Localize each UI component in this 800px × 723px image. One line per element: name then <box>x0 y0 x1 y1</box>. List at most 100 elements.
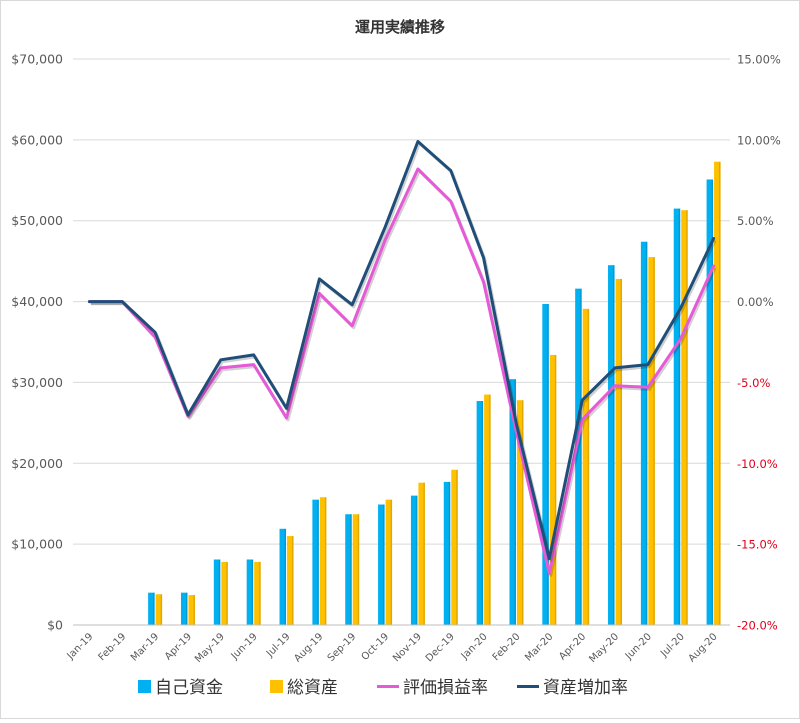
bar <box>673 208 681 626</box>
bar-shade <box>218 559 221 625</box>
bar-shade <box>390 499 393 625</box>
bar <box>516 400 524 625</box>
bar <box>213 559 221 625</box>
bar <box>509 379 516 625</box>
bar-shade <box>251 559 254 625</box>
bar-shade <box>719 161 721 625</box>
right-axis-tick-label: 15.00% <box>737 53 781 67</box>
bar <box>549 354 557 625</box>
bar <box>681 210 688 625</box>
bar-shade <box>653 257 655 625</box>
bar <box>148 592 155 625</box>
bar <box>352 514 360 625</box>
bar <box>319 497 327 625</box>
bar-shade <box>587 308 590 625</box>
bar-shade <box>193 595 195 625</box>
right-axis-tick-label: 0.00% <box>737 295 774 309</box>
bar-shade <box>448 481 451 625</box>
bar <box>648 257 655 625</box>
right-axis-tick-label: 5.00% <box>737 214 774 228</box>
bar-shade <box>678 208 681 626</box>
bar <box>451 469 458 625</box>
right-axis-tick-label: -20.0% <box>737 619 778 633</box>
left-axis-tick-label: $60,000 <box>11 132 63 147</box>
left-axis-tick-label: $20,000 <box>11 456 63 471</box>
bar-shade <box>226 561 228 625</box>
left-axis-tick-label: $70,000 <box>11 52 63 67</box>
bar <box>410 495 418 625</box>
legend-swatch <box>138 680 151 693</box>
bar <box>279 528 287 625</box>
legend: 自己資金 総資産 評価損益率 資産増加率 <box>138 678 628 698</box>
bar-shade <box>580 288 582 625</box>
bar <box>608 265 615 625</box>
left-axis-tick-label: $0 <box>47 618 63 633</box>
series-line-shadow <box>90 142 717 563</box>
bar <box>476 401 484 625</box>
left-axis-tick-label: $30,000 <box>11 375 63 390</box>
bar-shade <box>686 210 688 625</box>
lines <box>87 140 717 577</box>
left-axis-tick-label: $40,000 <box>11 294 63 309</box>
right-axis-tick-label: -5.0% <box>737 376 770 390</box>
left-axis-tick-label: $10,000 <box>11 537 63 552</box>
bar-shade <box>514 379 516 625</box>
bar-shade <box>185 592 188 625</box>
bar-shade <box>620 278 623 625</box>
series-line-shadow <box>90 169 717 577</box>
legend-swatch <box>270 680 283 693</box>
bar-shade <box>711 179 714 625</box>
bar <box>706 179 714 625</box>
bar <box>615 278 623 625</box>
bar-shade <box>489 394 491 625</box>
bar <box>221 561 228 625</box>
legend-label: 評価損益率 <box>403 678 488 698</box>
bars <box>148 161 721 626</box>
bar-shade <box>481 401 484 625</box>
bar-shade <box>547 303 549 625</box>
bar-shade <box>554 354 557 625</box>
bar <box>443 481 451 625</box>
bar <box>542 303 549 625</box>
legend-label: 総資産 <box>287 678 338 698</box>
bar-shade <box>357 514 360 625</box>
bar-shade <box>259 561 261 625</box>
bar <box>378 504 385 625</box>
bar <box>287 536 294 625</box>
bar-shade <box>160 594 163 625</box>
series-line <box>87 140 716 561</box>
bar <box>418 482 425 625</box>
bar <box>155 594 163 625</box>
bar <box>345 514 352 625</box>
bar-shade <box>415 495 418 625</box>
bar-shade <box>645 241 648 626</box>
bar-shade <box>284 528 287 625</box>
right-axis-tick-label: 10.00% <box>737 133 781 147</box>
bar <box>180 592 188 625</box>
left-axis-tick-label: $50,000 <box>11 213 63 228</box>
bar <box>582 308 590 625</box>
legend-label: 資産増加率 <box>543 678 628 698</box>
bar <box>575 288 582 625</box>
bar-shade <box>153 592 155 625</box>
bar-shade <box>456 469 458 625</box>
bar-shade <box>613 265 615 625</box>
right-axis-tick-label: -10.0% <box>737 457 778 471</box>
bar-shade <box>383 504 385 625</box>
bar-shade <box>292 536 294 625</box>
bar <box>312 499 319 625</box>
bar-shade <box>423 482 425 625</box>
chart-title: 運用実績推移 <box>355 18 445 36</box>
legend-label: 自己資金 <box>155 678 223 698</box>
bar-shade <box>324 497 327 625</box>
right-axis-tick-label: -15.0% <box>737 538 778 552</box>
bar <box>188 595 195 625</box>
bar <box>714 161 721 625</box>
bar <box>385 499 393 625</box>
bar <box>484 394 491 625</box>
bar-shade <box>317 499 319 625</box>
bar <box>246 559 254 625</box>
bar-shade <box>350 514 352 625</box>
